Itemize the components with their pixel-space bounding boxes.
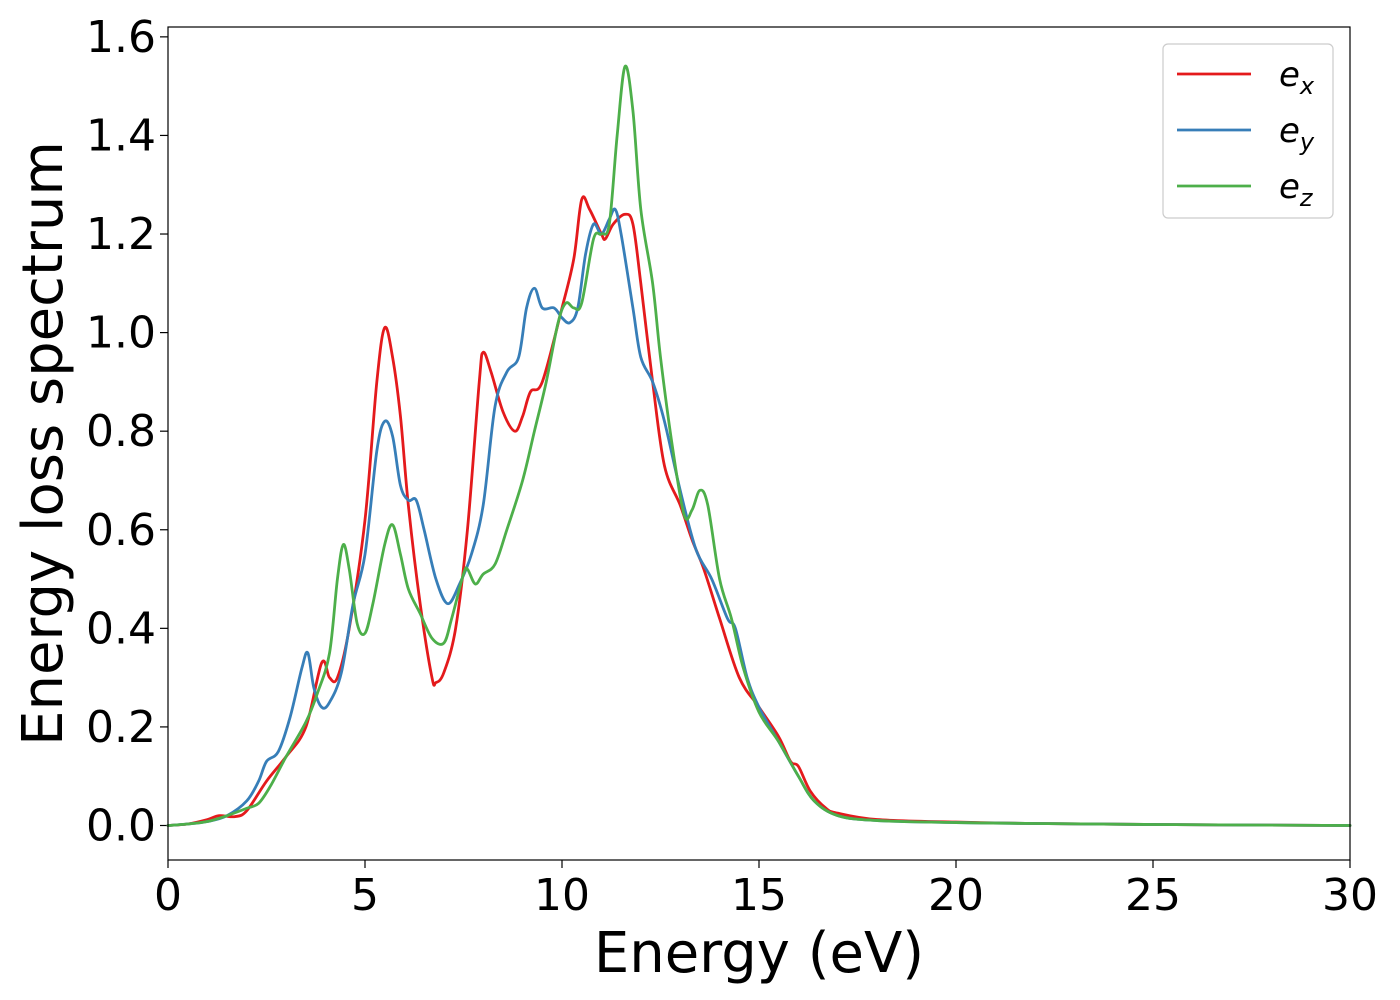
- y-tick-label: 0.4: [86, 603, 156, 654]
- legend-label: ez: [1279, 167, 1314, 212]
- legend-label: ey: [1279, 111, 1315, 156]
- x-tick-label: 5: [351, 870, 379, 921]
- y-tick-label: 1.4: [86, 110, 156, 161]
- legend-label: ex: [1279, 55, 1315, 100]
- y-axis-title: Energy loss spectrum: [11, 141, 76, 746]
- x-tick-label: 0: [154, 870, 182, 921]
- ticks: 0 5 10 15 20 25 30 0.0 0.2 0.4 0.6 0.8 1.0 1.2 1.4 1.6: [86, 12, 1378, 921]
- y-tick-label: 0.2: [86, 702, 156, 753]
- y-tick-label: 1.2: [86, 209, 156, 260]
- plot-area-frame: [167, 26, 1351, 861]
- y-tick-label: 0.8: [86, 406, 156, 457]
- legend: ex ey ez: [1162, 43, 1334, 219]
- x-tick-label: 20: [928, 870, 984, 921]
- series-line-e-x: [166, 195, 1352, 827]
- x-tick-label: 10: [534, 870, 590, 921]
- y-tick-label: 1.0: [86, 308, 156, 359]
- y-tick-label: 1.6: [86, 12, 156, 63]
- y-tick-label: 0.0: [86, 800, 156, 851]
- series-line-e-z: [166, 64, 1352, 827]
- y-tick-label: 0.6: [86, 505, 156, 556]
- x-axis-title: Energy (eV): [594, 921, 924, 986]
- x-tick-label: 15: [731, 870, 787, 921]
- x-tick-label: 30: [1322, 870, 1378, 921]
- x-tick-label: 25: [1125, 870, 1181, 921]
- series-lines: [166, 64, 1352, 827]
